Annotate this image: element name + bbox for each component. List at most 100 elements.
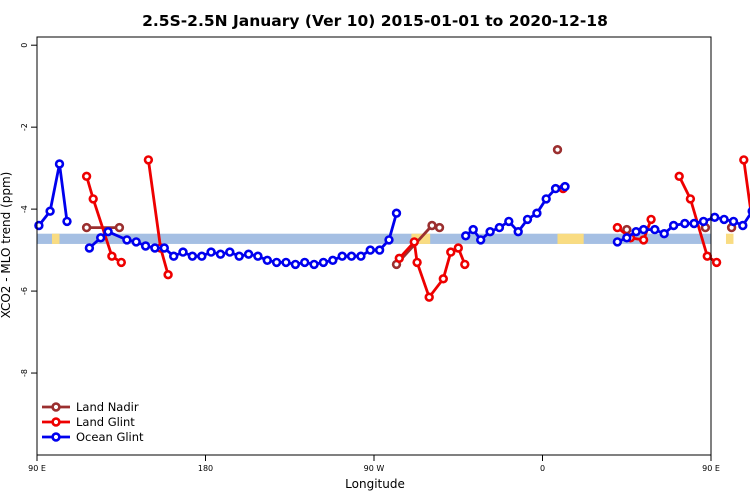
data-point — [262, 255, 272, 265]
data-point — [424, 292, 434, 302]
data-point — [689, 218, 699, 229]
data-point — [739, 155, 749, 165]
data-point — [54, 159, 65, 169]
data-point — [394, 253, 404, 263]
series-line — [37, 162, 69, 227]
data-point — [719, 214, 729, 225]
data-point — [612, 237, 623, 247]
data-point — [446, 247, 456, 257]
y-axis-label: XCO2 - MLO trend (ppm) — [0, 172, 13, 319]
data-point — [169, 251, 179, 261]
data-point — [485, 227, 495, 237]
data-point — [560, 181, 570, 192]
data-point — [143, 155, 154, 165]
data-point — [541, 194, 551, 204]
data-point — [659, 229, 669, 239]
data-point — [438, 274, 448, 284]
data-point — [738, 220, 748, 231]
data-point — [300, 257, 310, 268]
data-point — [504, 216, 514, 227]
data-point — [206, 247, 216, 257]
x-tick-label: 180 — [198, 464, 213, 473]
data-point — [650, 224, 660, 235]
x-tick-label: 90 E — [28, 464, 46, 473]
data-point — [197, 251, 207, 261]
data-point — [84, 243, 95, 253]
legend-item: Ocean Glint — [42, 430, 144, 444]
data-point — [187, 251, 198, 261]
data-point — [468, 224, 478, 235]
data-point — [612, 222, 623, 233]
land-band-segment — [51, 233, 60, 244]
data-point — [88, 194, 98, 204]
legend-label: Ocean Glint — [76, 430, 144, 444]
data-point — [513, 227, 523, 237]
data-point — [107, 251, 117, 261]
data-point — [391, 208, 402, 218]
data-point — [81, 171, 92, 182]
series-layer — [34, 145, 750, 302]
series-land-nadir — [81, 145, 737, 270]
data-point — [103, 227, 113, 237]
data-point — [328, 255, 338, 265]
data-point — [412, 257, 422, 268]
data-point — [638, 224, 649, 235]
data-point — [453, 243, 463, 253]
data-point — [646, 214, 656, 225]
data-point — [631, 227, 641, 237]
x-tick-label: 0 — [540, 464, 545, 473]
data-point — [215, 249, 226, 259]
data-point — [638, 235, 649, 245]
data-point — [680, 218, 690, 229]
data-point — [281, 257, 291, 268]
data-point — [95, 233, 106, 243]
data-point — [159, 243, 170, 253]
legend-label: Land Nadir — [76, 400, 139, 414]
data-point — [711, 257, 722, 268]
legend-item: Land Glint — [42, 415, 135, 429]
x-axis-label: Longitude — [345, 477, 405, 491]
data-point — [476, 235, 486, 245]
series-line — [85, 175, 123, 264]
data-point — [243, 249, 254, 259]
y-tick-label: -8 — [20, 369, 29, 377]
series-line — [742, 159, 750, 216]
data-point — [409, 237, 419, 247]
data-point — [163, 270, 173, 280]
data-point — [309, 259, 319, 270]
data-point — [728, 216, 739, 227]
axes: 90 E 180 90 W 0 90 E 0 -2 -4 -6 -8 — [20, 43, 720, 473]
chart-title: 2.5S-2.5N January (Ver 10) 2015-01-01 to… — [142, 12, 608, 30]
data-point — [460, 259, 470, 270]
data-point — [685, 194, 696, 204]
y-tick-label: 0 — [20, 43, 29, 48]
data-point — [550, 183, 561, 194]
data-point — [346, 251, 357, 261]
data-point — [622, 224, 632, 235]
legend-item: Land Nadir — [42, 400, 139, 414]
data-point — [131, 237, 141, 247]
data-point — [271, 257, 282, 268]
data-point — [698, 216, 709, 227]
data-point — [290, 259, 301, 270]
series-line — [147, 159, 170, 276]
data-point — [81, 222, 92, 233]
y-tick-label: -6 — [20, 287, 29, 295]
data-point — [709, 212, 720, 223]
data-point — [365, 245, 375, 255]
data-point — [114, 222, 125, 233]
data-point — [45, 206, 55, 216]
data-point — [116, 257, 127, 268]
legend-marker — [51, 402, 61, 412]
data-point — [62, 216, 72, 227]
data-point — [461, 231, 471, 241]
data-point — [234, 251, 244, 261]
land-band-segment — [725, 233, 734, 244]
data-point — [374, 245, 385, 255]
y-tick-label: -4 — [20, 205, 29, 213]
legend-label: Land Glint — [76, 415, 135, 429]
data-point — [384, 235, 394, 245]
legend-marker — [51, 417, 61, 427]
